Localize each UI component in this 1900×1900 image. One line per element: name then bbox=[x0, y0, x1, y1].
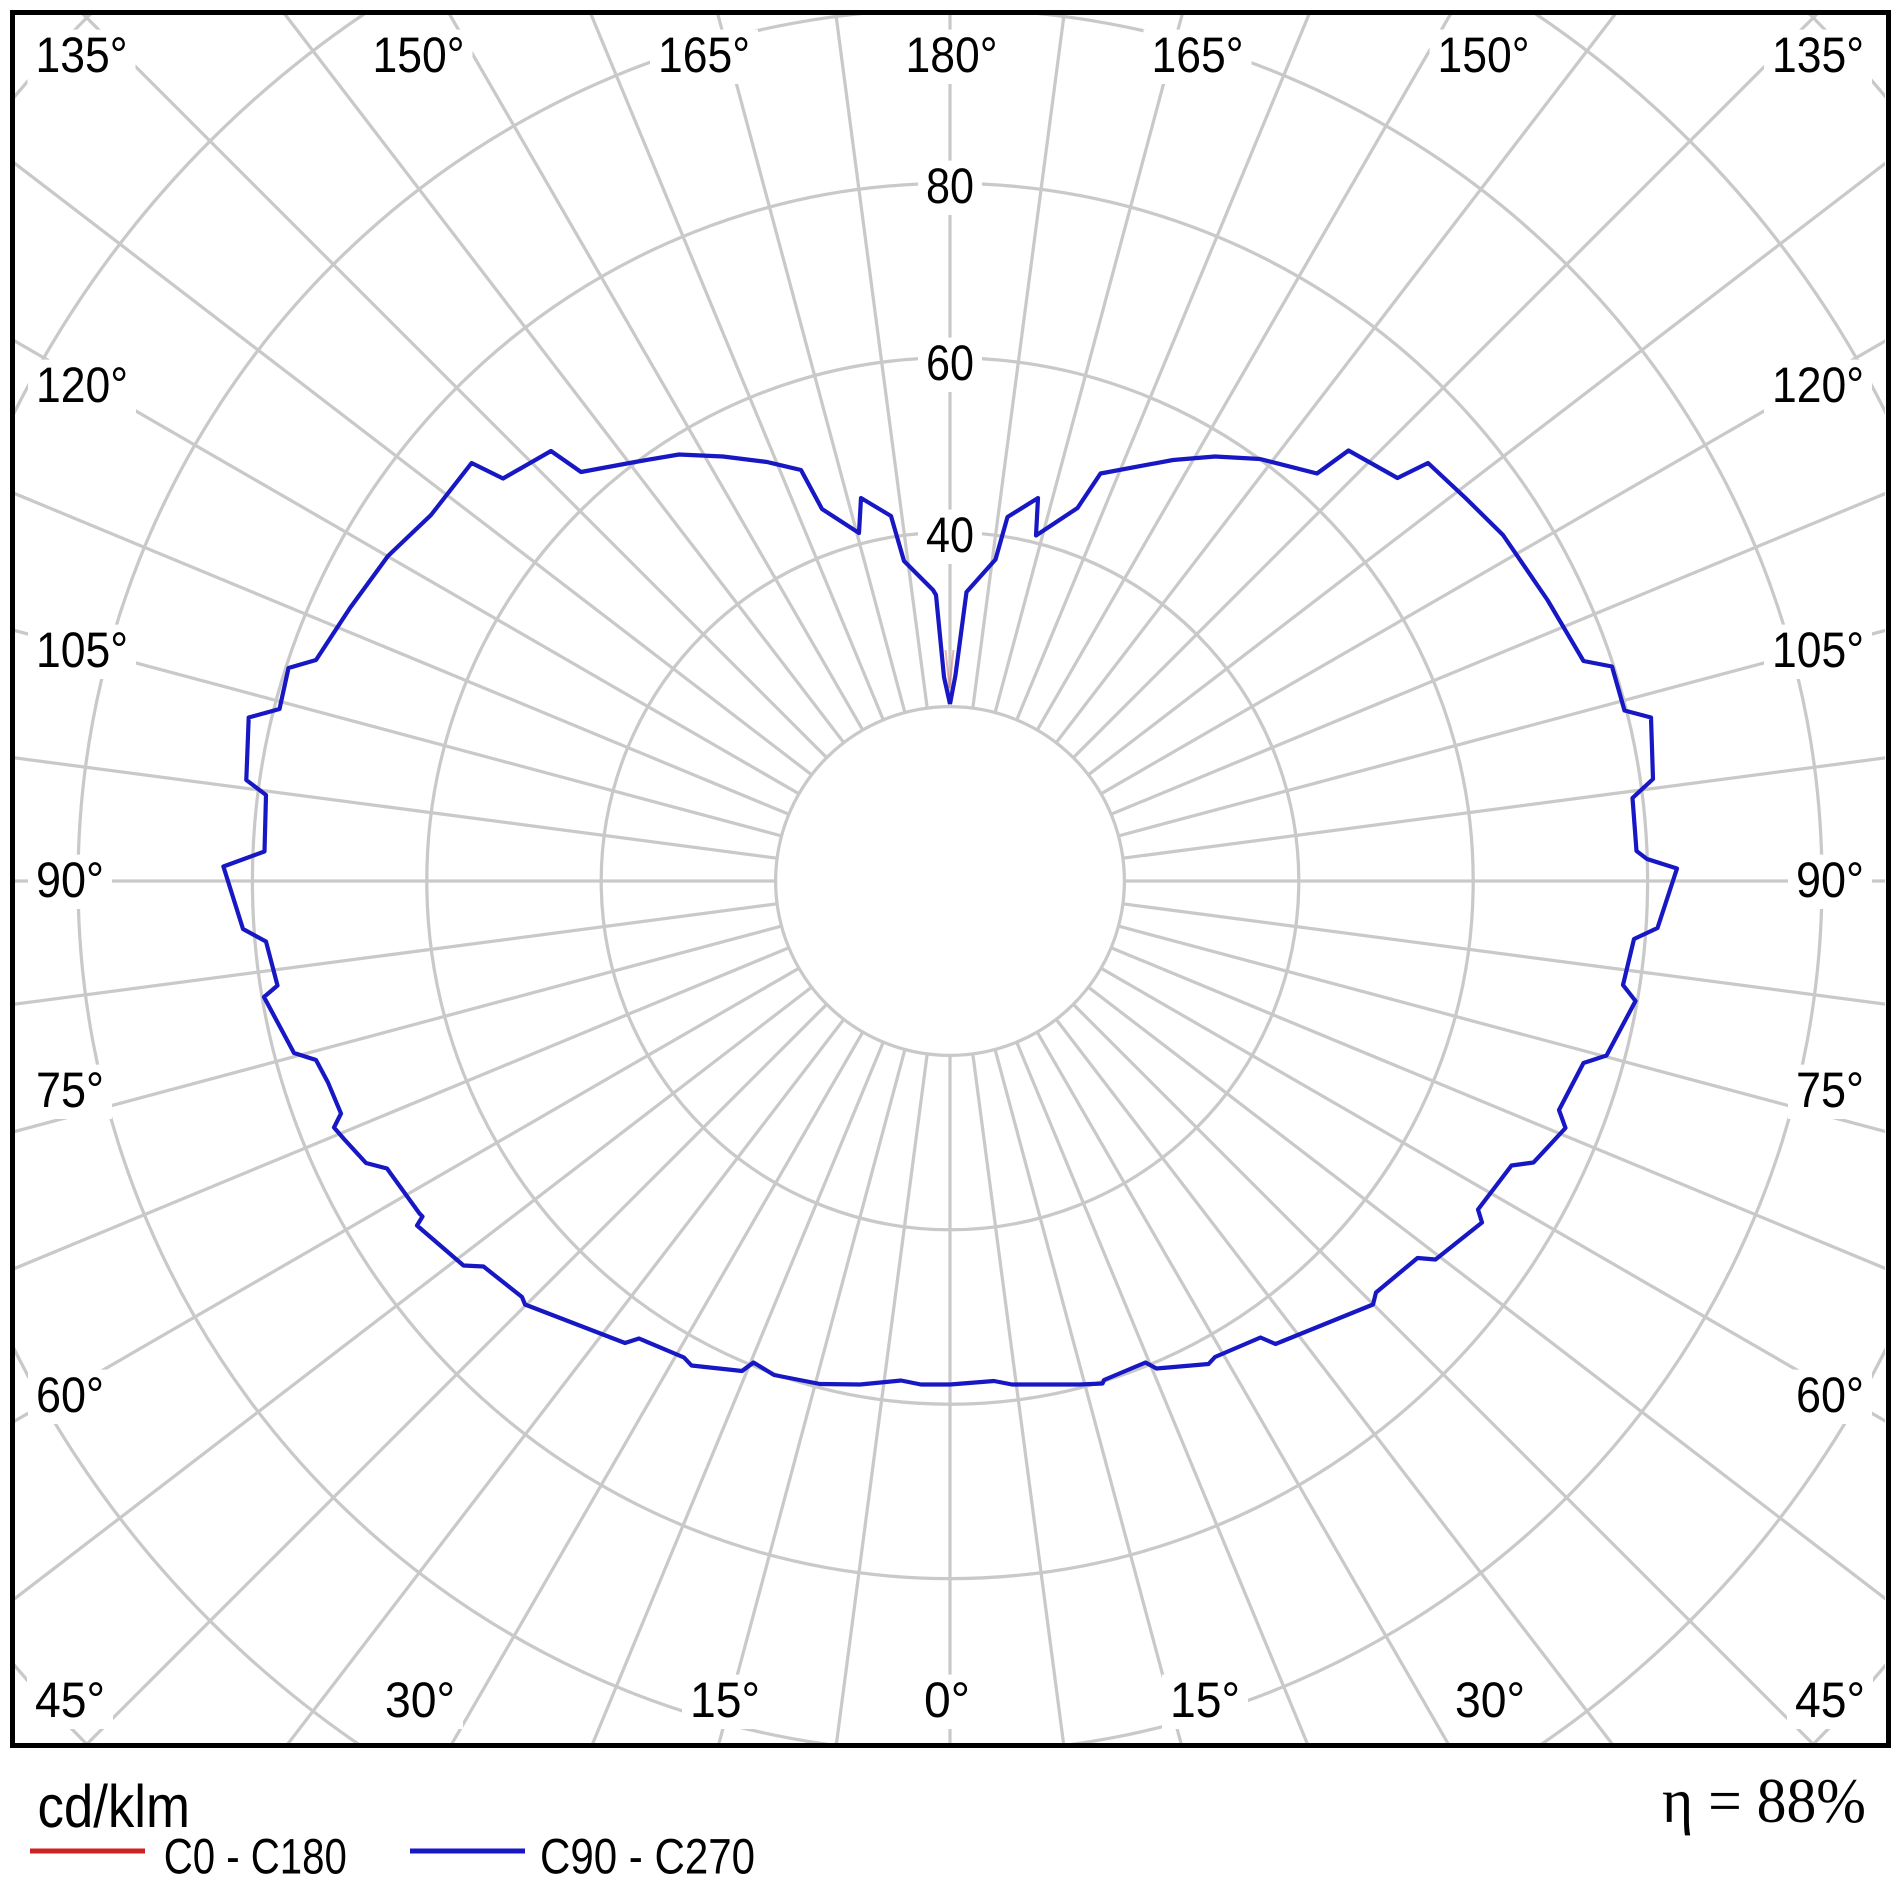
svg-text:0°: 0° bbox=[924, 1672, 970, 1728]
svg-text:120°: 120° bbox=[1772, 357, 1864, 413]
svg-text:cd/klm: cd/klm bbox=[37, 1773, 190, 1840]
svg-text:75°: 75° bbox=[1796, 1062, 1864, 1118]
svg-text:60°: 60° bbox=[36, 1367, 104, 1423]
svg-text:15°: 15° bbox=[1170, 1672, 1240, 1728]
svg-text:45°: 45° bbox=[35, 1672, 105, 1728]
svg-text:165°: 165° bbox=[1151, 27, 1243, 83]
svg-text:90°: 90° bbox=[36, 852, 104, 908]
svg-text:105°: 105° bbox=[36, 622, 128, 678]
svg-text:150°: 150° bbox=[1437, 27, 1529, 83]
svg-text:30°: 30° bbox=[385, 1672, 455, 1728]
svg-text:105°: 105° bbox=[1772, 622, 1864, 678]
svg-text:90°: 90° bbox=[1796, 852, 1864, 908]
svg-text:15°: 15° bbox=[690, 1672, 760, 1728]
svg-text:30°: 30° bbox=[1455, 1672, 1525, 1728]
svg-text:135°: 135° bbox=[35, 27, 127, 83]
svg-text:165°: 165° bbox=[658, 27, 750, 83]
svg-text:40: 40 bbox=[926, 507, 974, 563]
svg-text:80: 80 bbox=[926, 158, 974, 214]
svg-text:C0 - C180: C0 - C180 bbox=[164, 1828, 347, 1884]
svg-text:150°: 150° bbox=[372, 27, 464, 83]
svg-text:C90 - C270: C90 - C270 bbox=[540, 1828, 755, 1884]
svg-text:60: 60 bbox=[926, 335, 974, 391]
svg-text:180°: 180° bbox=[905, 27, 997, 83]
svg-text:135°: 135° bbox=[1772, 27, 1864, 83]
svg-text:η = 88%: η = 88% bbox=[1662, 1765, 1866, 1836]
svg-text:75°: 75° bbox=[36, 1062, 104, 1118]
svg-text:60°: 60° bbox=[1796, 1367, 1864, 1423]
svg-text:45°: 45° bbox=[1795, 1672, 1865, 1728]
svg-text:120°: 120° bbox=[36, 357, 128, 413]
